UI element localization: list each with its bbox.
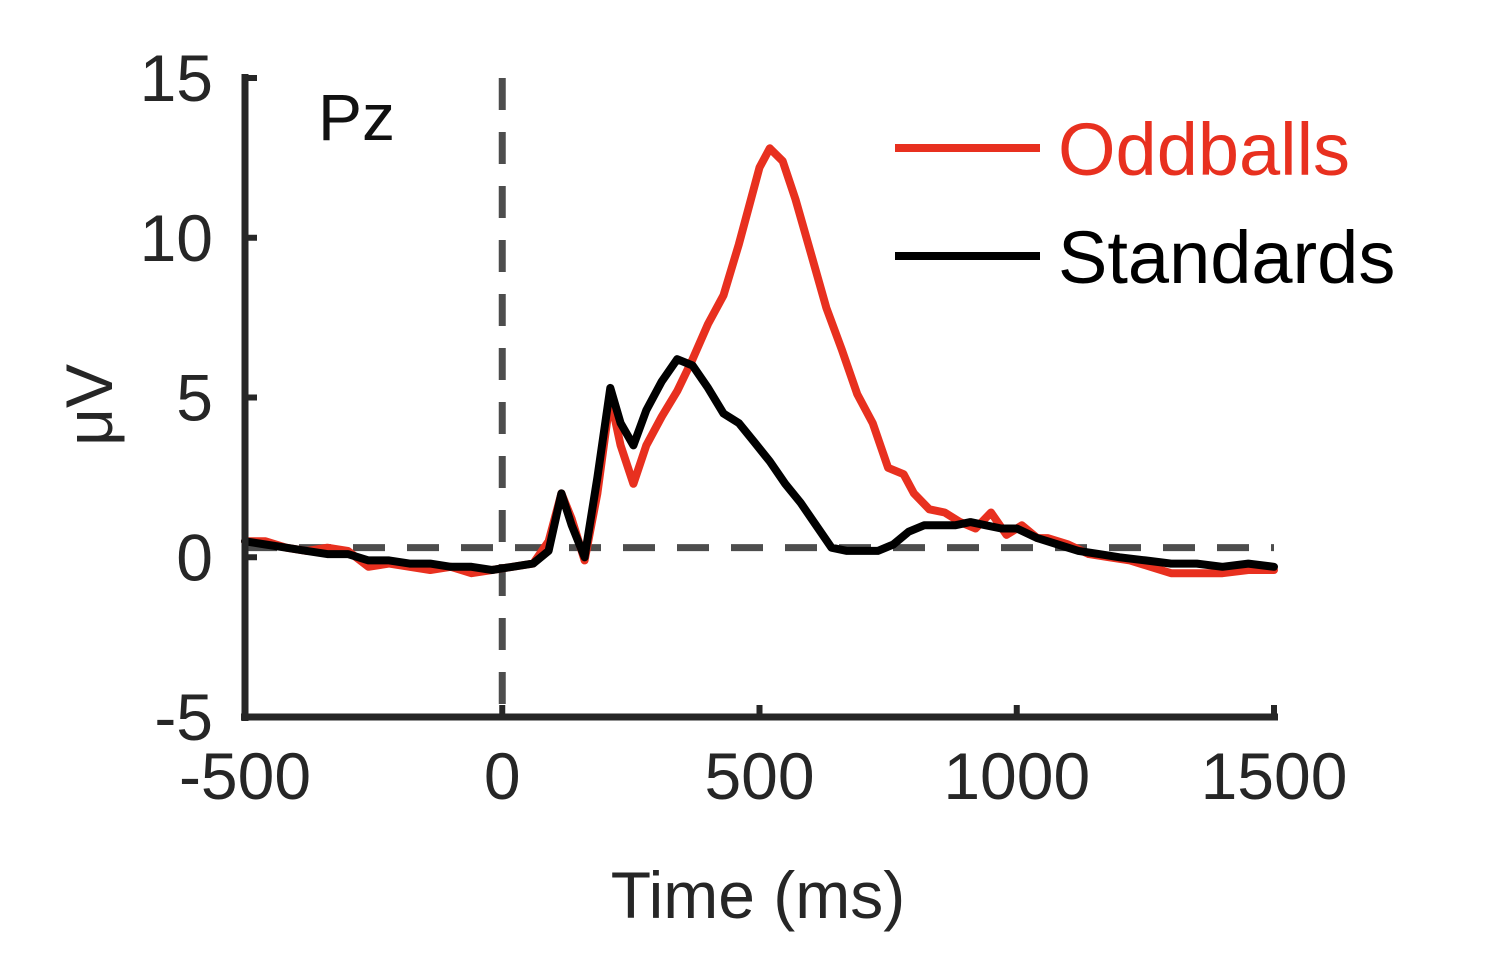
x-tick-label: 500 xyxy=(704,739,814,813)
ticks: -500 0 500 1000 1500 -5 0 5 10 15 xyxy=(140,41,1348,813)
series-line-oddballs xyxy=(241,144,1278,578)
y-tick-label: 10 xyxy=(140,201,213,275)
channel-annotation: Pz xyxy=(318,80,395,154)
y-tick-label: 0 xyxy=(176,520,213,594)
x-tick-label: 0 xyxy=(484,739,521,813)
x-tick-label: 1500 xyxy=(1201,739,1348,813)
y-axis-title: μV xyxy=(52,364,126,446)
series-line-standards xyxy=(241,355,1278,574)
reference-lines xyxy=(245,78,1274,717)
legend: Oddballs Standards xyxy=(895,108,1395,299)
x-tick-label: -500 xyxy=(179,739,311,813)
y-tick-label: 5 xyxy=(176,361,213,435)
x-axis-title: Time (ms) xyxy=(611,858,906,932)
legend-label-oddballs: Oddballs xyxy=(1058,108,1350,191)
legend-label-standards: Standards xyxy=(1058,216,1395,299)
x-tick-label: 1000 xyxy=(943,739,1090,813)
y-tick-label: 15 xyxy=(140,41,213,115)
y-tick-label: -5 xyxy=(154,680,213,754)
series-layer xyxy=(241,144,1278,578)
